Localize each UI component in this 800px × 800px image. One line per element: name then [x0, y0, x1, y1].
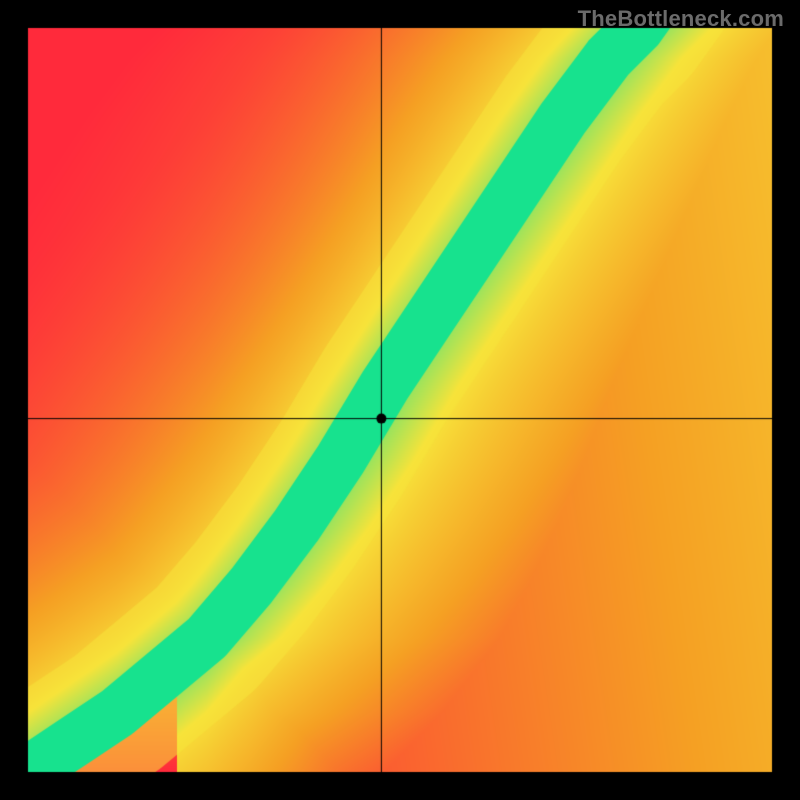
bottleneck-heatmap — [0, 0, 800, 800]
chart-container: { "meta": { "watermark": "TheBottleneck.… — [0, 0, 800, 800]
watermark-text: TheBottleneck.com — [578, 6, 784, 32]
